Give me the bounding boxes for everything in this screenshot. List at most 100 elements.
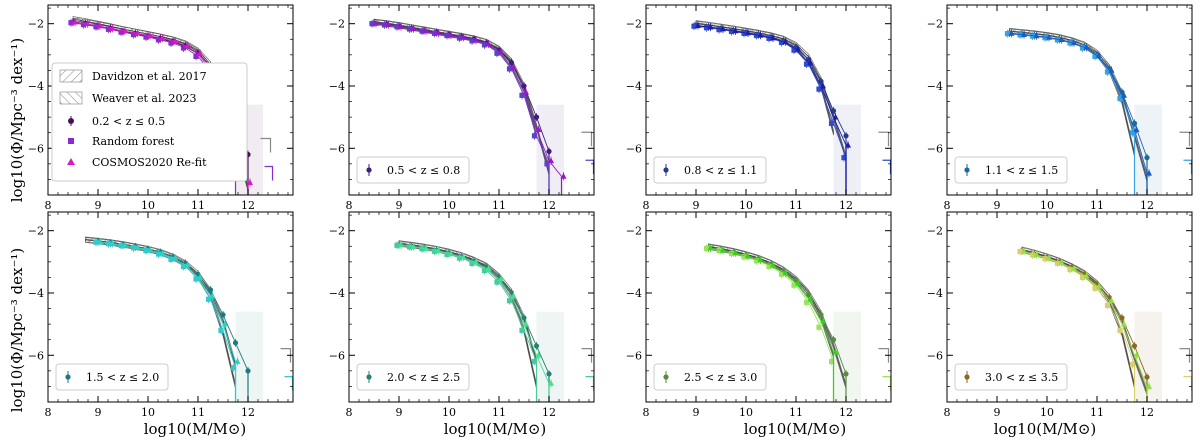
upper-limit-gray xyxy=(1179,131,1191,147)
square-series-line xyxy=(1021,251,1135,365)
square-point xyxy=(155,37,162,43)
ytick-label: −6 xyxy=(329,142,345,155)
square-point xyxy=(741,30,747,36)
square-point xyxy=(406,244,413,250)
triangle-point xyxy=(159,34,166,41)
ytick-label: −6 xyxy=(28,349,44,362)
upper-limit-color xyxy=(585,376,594,391)
legend-panel1: Davidzon et al. 2017 Weaver et al. 2023 … xyxy=(51,62,248,182)
square-point xyxy=(494,50,500,56)
ytick-label: −4 xyxy=(28,80,44,93)
square-point xyxy=(93,239,99,245)
triangle-point xyxy=(159,249,166,256)
xtick-label: 10 xyxy=(1040,406,1054,419)
square-point xyxy=(93,24,99,30)
ytick-label: −2 xyxy=(28,18,44,31)
triangle-point xyxy=(795,279,801,286)
zbin-legend-box xyxy=(55,363,169,391)
square-point xyxy=(841,155,847,161)
axes-frame xyxy=(47,211,294,403)
square-point xyxy=(716,27,722,33)
triangle-point xyxy=(423,27,429,34)
xtick-label: 9 xyxy=(693,199,700,212)
xtick-label: 12 xyxy=(542,406,556,419)
zbin-legend-box xyxy=(954,156,1068,184)
xtick-label: 10 xyxy=(442,199,456,212)
zbin-legend-label: 1.1 < z ≤ 1.5 xyxy=(985,164,1058,177)
triangle-point xyxy=(707,23,714,30)
triangle-point xyxy=(1121,91,1127,98)
davidzon-band-line xyxy=(373,21,537,136)
ytick-label: −2 xyxy=(927,18,943,31)
triangle-point xyxy=(1108,297,1115,304)
triangle-point xyxy=(535,351,542,358)
panel-3: 8 9 10 11 12 −2 −4 −6 0.8 < z ≤ 1.1 xyxy=(626,4,892,212)
panel-8: 8 9 10 11 12 −2 −4 −6 3.0 < z ≤ 3.5 xyxy=(927,211,1193,419)
ytick-label: −4 xyxy=(626,287,642,300)
triangle-point xyxy=(1096,282,1102,289)
circle-point xyxy=(830,108,837,114)
triangle-point xyxy=(510,63,517,70)
triangle-point xyxy=(460,33,467,40)
triangle-point xyxy=(398,241,404,248)
xtick-label: 12 xyxy=(839,406,853,419)
xtick-label: 11 xyxy=(1090,199,1104,212)
square-point xyxy=(168,40,174,46)
triangle-series-line xyxy=(695,25,847,146)
zbin-legend-label: 3.0 < z ≤ 3.5 xyxy=(985,371,1058,384)
triangle-point xyxy=(820,82,826,89)
triangle-point xyxy=(97,238,103,245)
square-point xyxy=(778,39,785,45)
square-point xyxy=(193,276,199,282)
square-point xyxy=(180,45,187,51)
triangle-point xyxy=(134,243,141,250)
plot-area xyxy=(1017,246,1192,402)
triangle-point xyxy=(720,25,726,32)
xtick-label: 11 xyxy=(191,199,205,212)
xlabel-col3: log10(M/M⊙) xyxy=(744,420,847,438)
triangle-point xyxy=(695,22,701,28)
xtick-label: 11 xyxy=(789,406,803,419)
circle-point xyxy=(1131,120,1138,126)
xlabel-col4: log10(M/M⊙) xyxy=(994,420,1097,438)
square-point xyxy=(766,263,772,270)
xtick-label: 10 xyxy=(141,199,155,212)
square-point xyxy=(431,248,438,254)
legend-cosmos: COSMOS2020 Re-fit xyxy=(92,156,207,169)
square-point xyxy=(105,26,112,32)
square-point xyxy=(130,31,137,38)
triangle-series-line xyxy=(708,247,834,353)
square-point xyxy=(531,133,538,139)
triangle-point xyxy=(1096,52,1102,58)
upper-limit-color xyxy=(585,159,594,175)
triangle-series-line xyxy=(1021,250,1148,387)
ytick-label: −2 xyxy=(927,225,943,238)
triangle-point xyxy=(510,292,517,299)
xtick-label: 8 xyxy=(45,199,52,212)
axes-frame xyxy=(47,4,294,196)
square-point xyxy=(741,254,747,260)
triangle-point xyxy=(485,265,492,272)
upper-limit-color xyxy=(264,165,274,181)
xtick-label: 9 xyxy=(95,406,102,419)
triangle-point xyxy=(97,22,103,29)
square-point xyxy=(1067,40,1073,46)
triangle-series-line xyxy=(398,244,550,384)
zbin-legend-box xyxy=(653,363,767,391)
triangle-point xyxy=(1058,259,1065,265)
square-point xyxy=(828,358,835,365)
triangle-point xyxy=(523,320,529,327)
square-point xyxy=(1129,130,1136,136)
triangle-point xyxy=(222,320,228,327)
triangle-point xyxy=(807,59,814,66)
ytick-label: −6 xyxy=(28,142,44,155)
square-point xyxy=(469,260,475,266)
davidzon-band-line xyxy=(1009,31,1135,155)
xtick-label: 8 xyxy=(944,199,951,212)
upper-limit-gray xyxy=(878,131,890,147)
triangle-point xyxy=(1033,251,1040,258)
upper-limit-gray xyxy=(581,348,593,363)
xtick-label: 8 xyxy=(45,406,52,419)
triangle-point xyxy=(473,258,479,265)
triangle-point xyxy=(807,295,814,302)
